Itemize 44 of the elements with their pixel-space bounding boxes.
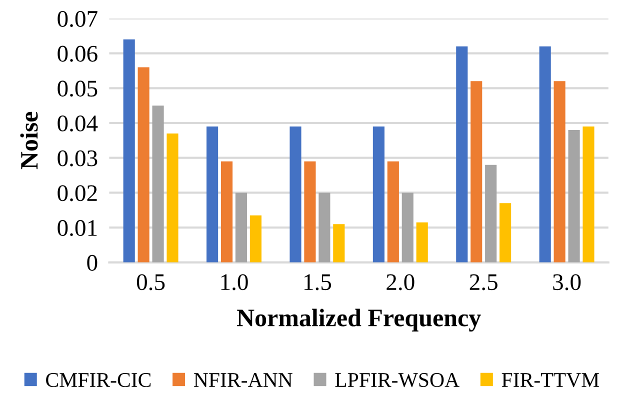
bar	[220, 161, 233, 262]
legend-label: FIR-TTVM	[502, 373, 600, 388]
bar	[402, 192, 414, 262]
bar	[333, 224, 345, 262]
bar	[290, 126, 302, 262]
bar	[206, 126, 218, 262]
bar	[318, 192, 330, 262]
y-tick-label: 0.04	[58, 115, 98, 132]
bar	[304, 161, 316, 262]
bar	[166, 133, 178, 262]
y-tick-label: 0.01	[58, 220, 97, 236]
x-tick-label: 2.0	[386, 274, 414, 290]
x-tick-label: 3.0	[553, 274, 581, 290]
bar	[387, 161, 399, 262]
legend-label: NFIR-ANN	[194, 373, 292, 387]
y-tick-label: 0	[87, 254, 98, 271]
x-tick-label: 1.0	[221, 274, 248, 290]
bar	[539, 46, 551, 262]
bar	[500, 203, 512, 262]
bar	[138, 67, 150, 262]
bar	[568, 130, 580, 262]
bar	[416, 222, 428, 262]
bar	[582, 126, 594, 262]
bar	[372, 126, 384, 262]
bar	[485, 164, 497, 262]
y-axis-title: Noise	[20, 112, 38, 170]
x-tick-label: 0.5	[136, 274, 165, 290]
x-axis-title: Normalized Frequency	[236, 308, 481, 332]
y-tick-label: 0.07	[58, 10, 98, 27]
bar	[152, 106, 164, 262]
y-tick-label: 0.03	[58, 150, 98, 166]
y-tick-label: 0.05	[58, 80, 98, 97]
legend-label: CMFIR-CIC	[46, 373, 151, 388]
bar	[470, 81, 482, 262]
bar	[123, 39, 135, 262]
bar	[554, 81, 566, 262]
x-tick-label: 2.5	[470, 274, 498, 290]
x-tick-label: 1.5	[304, 274, 332, 290]
bar	[235, 192, 248, 262]
legend-label: LPFIR-WSOA	[335, 373, 460, 388]
bar	[456, 46, 468, 262]
bar	[250, 215, 262, 262]
y-tick-label: 0.06	[58, 46, 98, 62]
y-tick-label: 0.02	[58, 185, 97, 202]
